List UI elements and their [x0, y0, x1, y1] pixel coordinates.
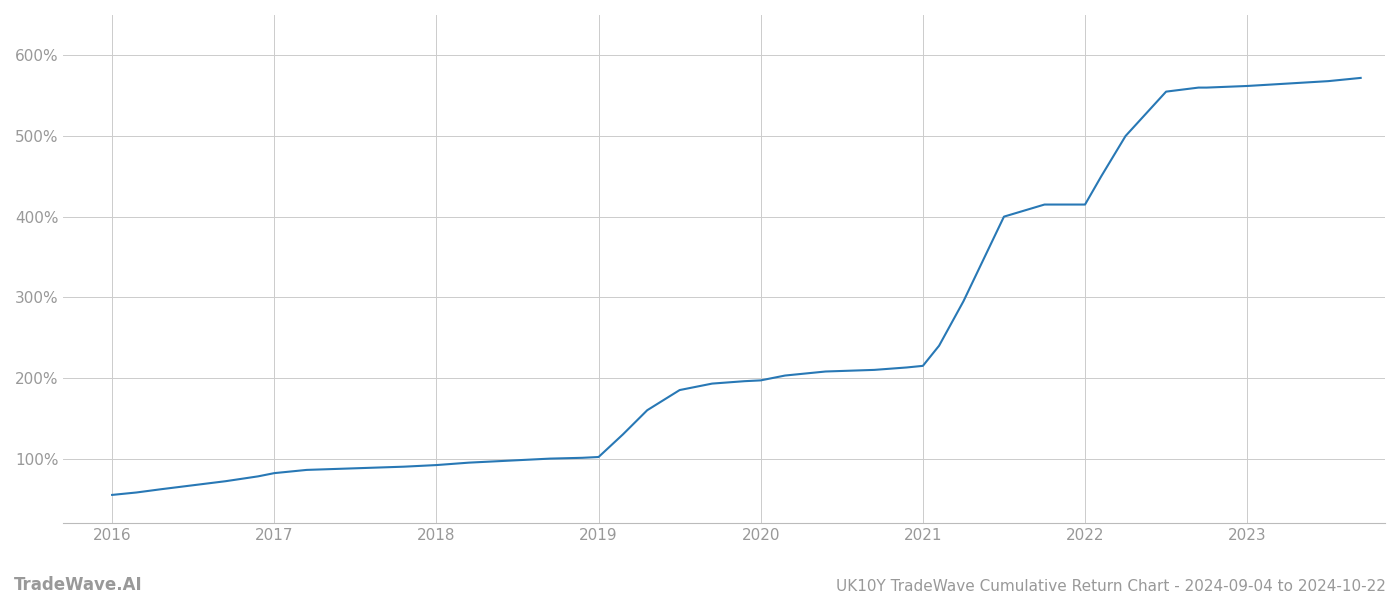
Text: TradeWave.AI: TradeWave.AI	[14, 576, 143, 594]
Text: UK10Y TradeWave Cumulative Return Chart - 2024-09-04 to 2024-10-22: UK10Y TradeWave Cumulative Return Chart …	[836, 579, 1386, 594]
